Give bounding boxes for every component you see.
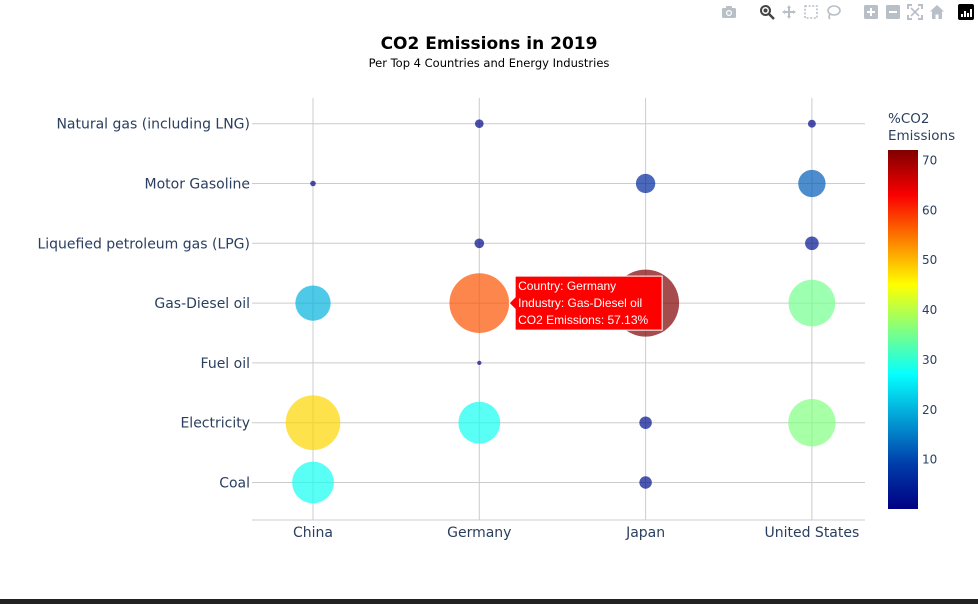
- y-tick-label: Fuel oil: [201, 356, 250, 372]
- lasso-select-icon[interactable]: [822, 3, 844, 21]
- x-tick-label: Germany: [447, 525, 511, 541]
- y-tick-label: Gas-Diesel oil: [154, 296, 250, 312]
- bubble-marker[interactable]: [310, 180, 316, 187]
- modebar-group-drag: [756, 3, 844, 21]
- bubble-marker[interactable]: [285, 395, 341, 451]
- autoscale-icon[interactable]: [904, 3, 926, 21]
- modebar-group-zoom: [860, 3, 948, 21]
- modebar-group-export: [718, 3, 740, 21]
- chart-subtitle: Per Top 4 Countries and Energy Industrie…: [368, 56, 610, 70]
- bubble-marker[interactable]: [458, 401, 501, 444]
- chart-title: CO2 Emissions in 2019: [380, 34, 598, 54]
- colorbar-tick-label: 70: [922, 153, 937, 167]
- zoom-out-icon[interactable]: [882, 3, 904, 21]
- tooltip-box: [508, 275, 663, 331]
- bubble-marker[interactable]: [474, 119, 484, 129]
- colorbar-gradient: [888, 150, 918, 509]
- colorbar-title: %CO2: [888, 111, 929, 127]
- box-select-icon[interactable]: [800, 3, 822, 21]
- camera-icon[interactable]: [718, 3, 740, 21]
- colorbar-title: Emissions: [888, 128, 955, 144]
- colorbar-tick-label: 50: [922, 253, 937, 267]
- y-tick-label: Coal: [219, 476, 250, 492]
- bubble-marker[interactable]: [477, 360, 482, 366]
- pan-icon[interactable]: [778, 3, 800, 21]
- bubble-marker[interactable]: [639, 416, 652, 429]
- colorbar-tick-label: 20: [922, 403, 937, 417]
- window-bottom-border: [0, 599, 978, 604]
- plotly-logo-icon[interactable]: [958, 4, 974, 20]
- bubble-marker[interactable]: [788, 279, 836, 327]
- y-axis-tick-labels: Coal Electricity Fuel oil Gas-Diesel oil Liq…: [37, 117, 250, 492]
- bubble-marker[interactable]: [798, 169, 826, 198]
- y-tick-label: Motor Gasoline: [145, 177, 250, 193]
- x-tick-label: Japan: [625, 525, 665, 541]
- zoom-in-icon[interactable]: [860, 3, 882, 21]
- colorbar-tick-label: 10: [922, 453, 937, 467]
- y-tick-label: Natural gas (including LNG): [56, 117, 250, 133]
- tooltip-line: CO2 Emissions: 57.13%: [518, 313, 648, 327]
- zoom-icon[interactable]: [756, 3, 778, 21]
- x-tick-label: United States: [764, 525, 859, 541]
- bubble-marker[interactable]: [292, 461, 334, 504]
- bubble-marker[interactable]: [635, 173, 656, 194]
- bubble-marker[interactable]: [474, 238, 485, 249]
- bubble-marker[interactable]: [295, 285, 331, 321]
- bubble-markers[interactable]: [285, 119, 836, 504]
- x-tick-label: China: [293, 525, 333, 541]
- bubble-marker[interactable]: [805, 236, 819, 251]
- hover-tooltip: Country: Germany Industry: Gas-Diesel oil…: [508, 275, 663, 331]
- tooltip-line: Country: Germany: [518, 279, 616, 293]
- chart-title-block: CO2 Emissions in 2019 Per Top 4 Countrie…: [0, 34, 978, 70]
- reset-axes-icon[interactable]: [926, 3, 948, 21]
- y-tick-label: Liquefied petroleum gas (LPG): [37, 236, 250, 252]
- x-axis-tick-labels: China Germany Japan United States: [293, 525, 859, 541]
- tooltip-line: Industry: Gas-Diesel oil: [518, 296, 642, 310]
- y-tick-label: Electricity: [180, 416, 250, 432]
- bubble-marker[interactable]: [449, 273, 510, 333]
- colorbar-tick-label: 30: [922, 353, 937, 367]
- colorbar-tick-label: 60: [922, 203, 937, 217]
- bubble-marker[interactable]: [788, 399, 836, 447]
- colorbar-tick-label: 40: [922, 303, 937, 317]
- bubble-marker[interactable]: [639, 476, 652, 489]
- modebar: [702, 3, 974, 21]
- bubble-marker[interactable]: [807, 119, 816, 128]
